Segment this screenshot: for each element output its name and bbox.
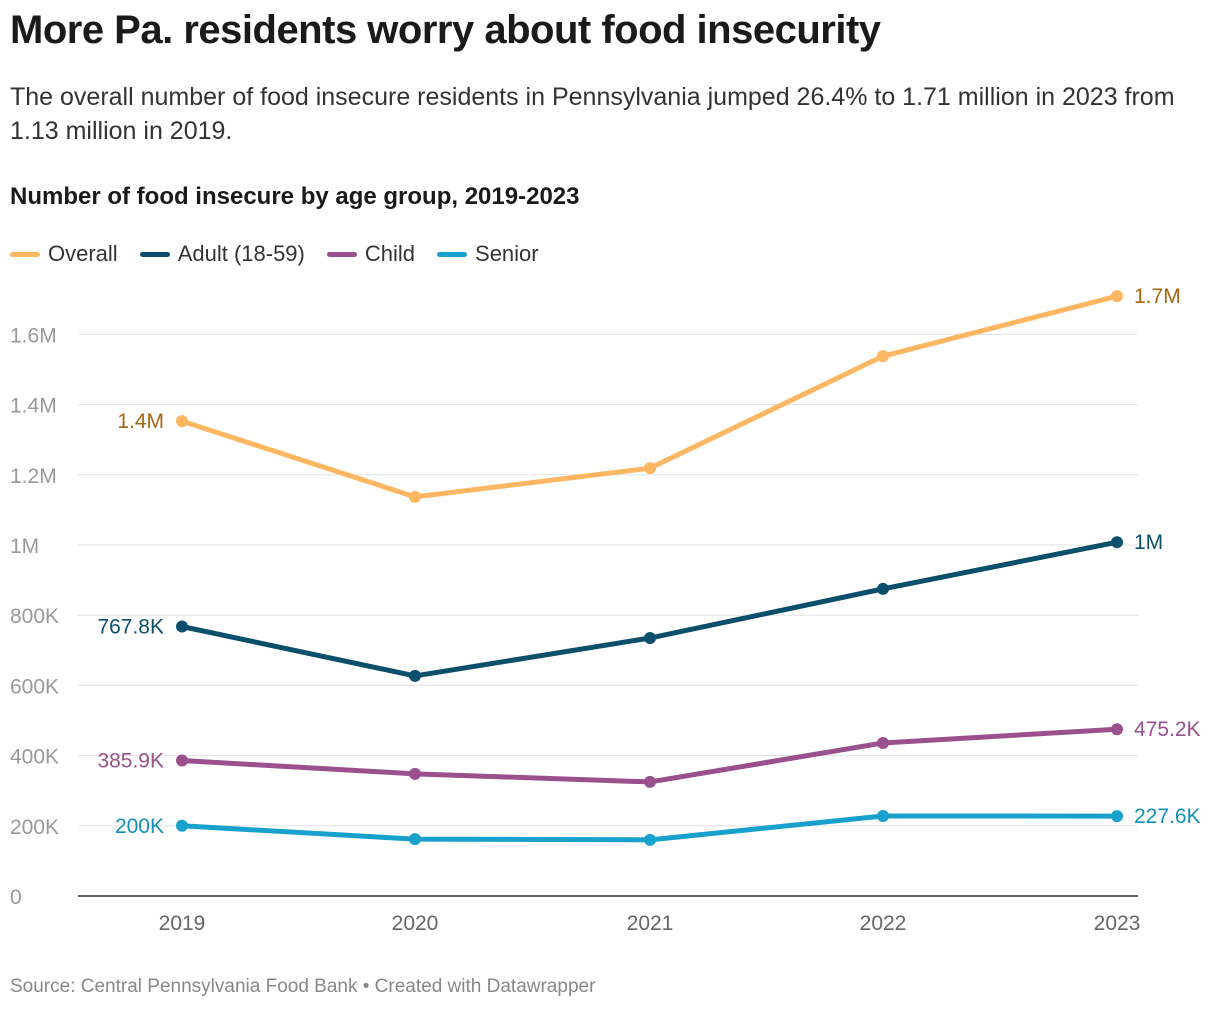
y-tick-label: 1.6M	[10, 324, 57, 347]
start-value-label: 767.8K	[97, 616, 164, 639]
legend-label: Child	[364, 241, 416, 266]
data-point	[644, 775, 656, 788]
y-tick-label: 400K	[10, 746, 59, 769]
data-point	[877, 736, 889, 749]
data-point	[877, 582, 889, 595]
data-point	[644, 462, 656, 475]
data-point	[409, 767, 421, 780]
data-point	[176, 819, 188, 832]
data-point	[877, 350, 889, 363]
legend-label: Overall	[48, 241, 118, 266]
data-point	[1111, 723, 1123, 736]
start-value-label: 385.9K	[97, 750, 164, 773]
subtitle: The overall number of food insecure resi…	[10, 83, 1175, 145]
legend-swatch	[139, 251, 170, 257]
start-value-label: 200K	[115, 815, 164, 838]
page-title: More Pa. residents worry about food inse…	[10, 8, 881, 52]
data-point	[644, 632, 656, 645]
data-point	[877, 809, 889, 822]
legend-swatch	[437, 251, 468, 257]
source-footer: Source: Central Pennsylvania Food Bank •…	[10, 976, 596, 997]
data-point	[1111, 290, 1123, 303]
data-point	[176, 620, 188, 633]
x-tick-label: 2023	[1094, 912, 1141, 935]
data-point	[409, 490, 421, 503]
data-point	[644, 833, 656, 846]
data-point	[176, 415, 188, 428]
y-tick-label: 800K	[10, 605, 59, 628]
x-tick-label: 2020	[392, 912, 439, 935]
data-point	[409, 669, 421, 682]
data-point	[1111, 536, 1123, 549]
data-point	[409, 833, 421, 846]
y-tick-label: 1.2M	[10, 465, 57, 488]
x-tick-label: 2022	[860, 912, 907, 935]
legend-label: Senior	[475, 241, 539, 266]
legend-item-senior: Senior	[437, 241, 539, 267]
start-value-label: 1.4M	[117, 410, 164, 433]
y-tick-label: 1.4M	[10, 395, 57, 418]
data-point	[1111, 810, 1123, 823]
legend-item-overall: Overall	[10, 241, 118, 267]
x-tick-label: 2021	[627, 912, 674, 935]
data-point	[176, 754, 188, 767]
y-tick-label: 0	[10, 886, 22, 909]
legend-item-child: Child	[326, 241, 416, 267]
legend-label: Adult (18-59)	[177, 241, 305, 266]
y-tick-label: 200K	[10, 816, 59, 839]
chart-title: Number of food insecure by age group, 20…	[10, 183, 580, 210]
end-value-label: 475.2K	[1134, 718, 1201, 741]
y-tick-label: 1M	[10, 535, 39, 558]
end-value-label: 227.6K	[1134, 805, 1201, 828]
legend-swatch	[10, 251, 40, 257]
legend-item-adult: Adult (18-59)	[139, 241, 305, 267]
legend: Overall Adult (18-59) Child Senior	[10, 241, 539, 267]
end-value-label: 1M	[1134, 531, 1163, 554]
series-line-1	[179, 539, 1120, 679]
y-tick-label: 600K	[10, 675, 59, 698]
x-tick-label: 2019	[159, 912, 206, 935]
legend-swatch	[326, 251, 357, 257]
end-value-label: 1.7M	[1134, 285, 1181, 308]
